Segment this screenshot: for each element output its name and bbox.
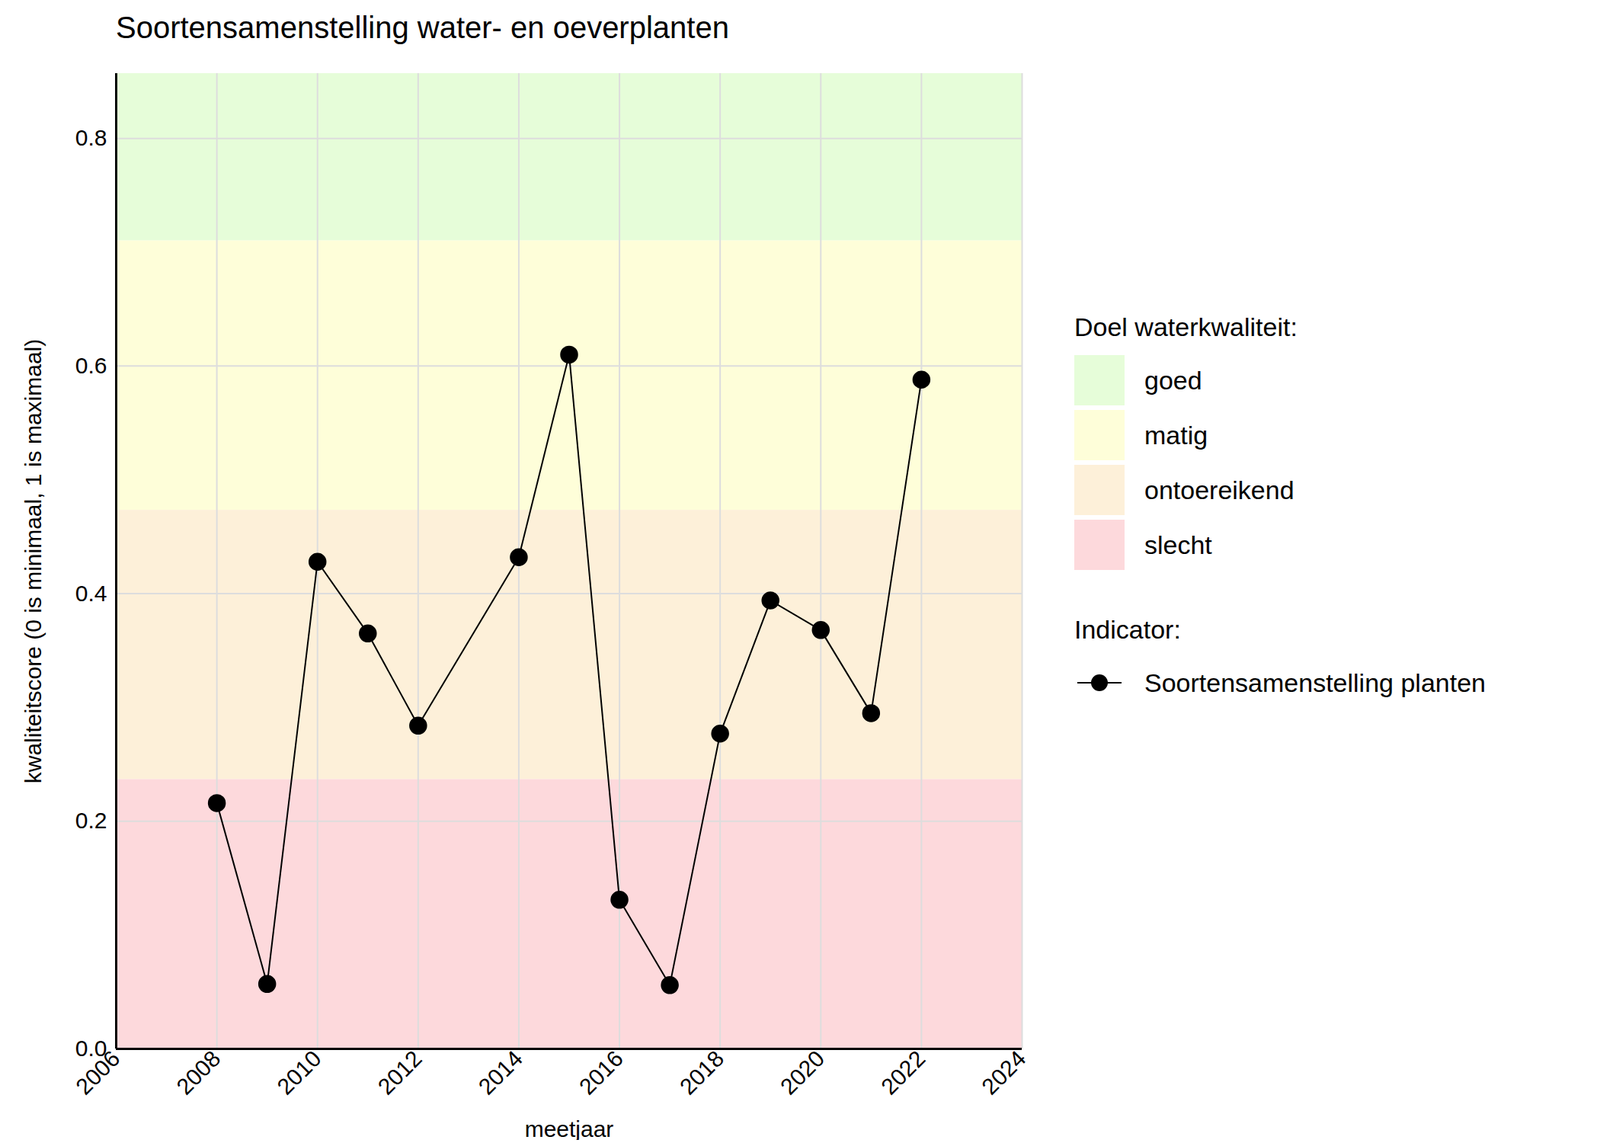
html-text:Soortensamenstelling water- en: Soortensamenstelling water- en oeverplan… [115, 10, 730, 45]
html-text:slecht: slecht [1144, 529, 1213, 559]
svg-text:0.4: 0.4 [75, 580, 108, 606]
svg-text:2020: 2020 [775, 1045, 830, 1100]
svg-text:2014: 2014 [473, 1045, 528, 1100]
html-text:Doel waterkwaliteit:: Doel waterkwaliteit: [1074, 312, 1298, 342]
svg-text:2012: 2012 [372, 1045, 427, 1100]
svg-text:0.6: 0.6 [75, 352, 108, 378]
svg-text:2008: 2008 [171, 1045, 226, 1100]
html-text:goed: goed [1144, 365, 1202, 395]
html-text:matig: matig [1144, 420, 1208, 450]
svg-text:2018: 2018 [675, 1045, 730, 1100]
html-text:Soortensamenstelling planten: Soortensamenstelling planten [1144, 667, 1486, 697]
svg-text:kwaliteitscore (0 is minimaal,: kwaliteitscore (0 is minimaal, 1 is maxi… [20, 339, 46, 784]
svg-text:2010: 2010 [272, 1045, 327, 1100]
svg-text:0.8: 0.8 [75, 124, 108, 151]
svg-text:2024: 2024 [976, 1045, 1031, 1100]
svg-text:2022: 2022 [876, 1045, 931, 1100]
svg-text:0.0: 0.0 [75, 1035, 108, 1061]
svg-text:meetjaar: meetjaar [524, 1116, 615, 1141]
html-text:ontoereikend: ontoereikend [1144, 475, 1295, 504]
svg-text:2006: 2006 [70, 1045, 125, 1100]
html-text:Indicator:: Indicator: [1074, 614, 1181, 644]
svg-text:2016: 2016 [574, 1045, 629, 1100]
svg-text:0.2: 0.2 [75, 807, 108, 833]
